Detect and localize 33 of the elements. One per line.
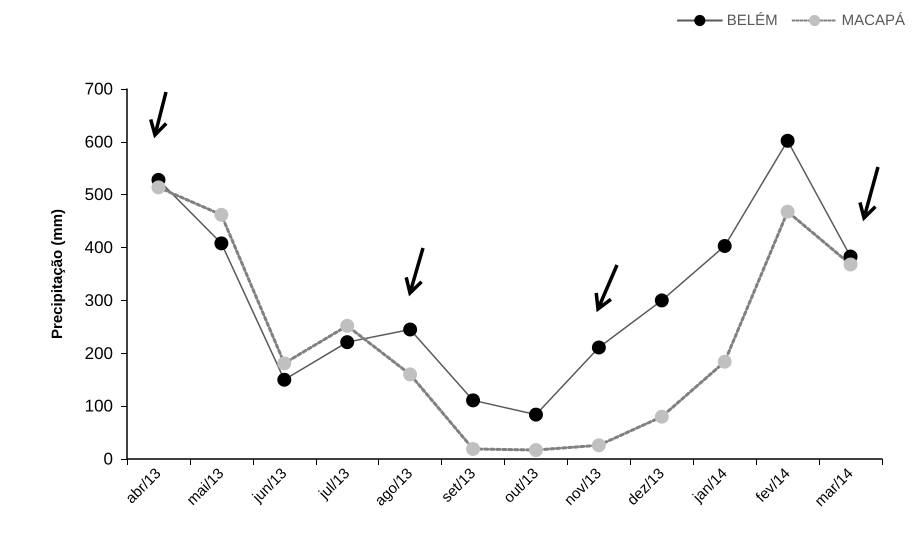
legend-label: MACAPÁ <box>842 11 906 29</box>
point <box>277 356 292 370</box>
point <box>718 238 732 253</box>
point <box>592 438 606 452</box>
point <box>403 322 418 336</box>
point <box>151 180 166 194</box>
y-tick-label: 100 <box>84 396 113 416</box>
point <box>214 208 228 222</box>
point <box>654 293 669 308</box>
point <box>780 204 795 219</box>
point <box>403 367 418 382</box>
y-tick-label: 700 <box>84 80 113 98</box>
y-tick-label: 300 <box>84 290 113 310</box>
point <box>277 372 292 387</box>
point <box>528 408 543 422</box>
point <box>654 410 669 424</box>
y-tick-label: 400 <box>84 238 113 258</box>
legend-label: BELÉM <box>726 11 778 29</box>
point <box>844 257 858 272</box>
point <box>528 443 543 458</box>
y-tick-label: 200 <box>84 344 113 363</box>
y-tick-label: 0 <box>104 450 113 468</box>
point <box>340 318 354 333</box>
point <box>718 354 732 369</box>
point <box>466 393 480 408</box>
y-axis-title: Precipitação (mm) <box>49 208 66 340</box>
y-tick-label: 500 <box>84 185 113 204</box>
point <box>466 442 480 456</box>
point <box>214 236 228 250</box>
point <box>592 340 606 354</box>
y-tick-label: 600 <box>84 132 113 152</box>
point <box>780 134 795 148</box>
point <box>340 335 354 350</box>
